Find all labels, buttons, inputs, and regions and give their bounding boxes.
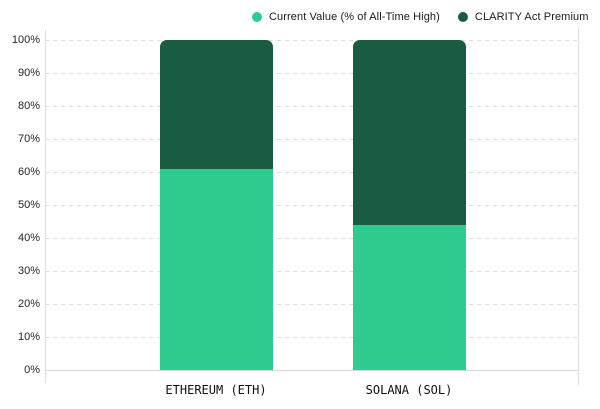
y-axis-line <box>45 30 46 383</box>
bar-segment-solana-sol-clarity-act-premium[interactable] <box>352 40 466 225</box>
y-tick-label: 80% <box>17 100 40 112</box>
gridline <box>45 106 578 107</box>
bar-segment-solana-sol-current-value-of-all-tim[interactable] <box>352 224 466 370</box>
y-tick-label: 20% <box>17 298 40 310</box>
y-tick-label: 70% <box>17 133 40 145</box>
legend-item-clarity-act-premium[interactable]: CLARITY Act Premium <box>457 11 589 23</box>
legend-swatch-icon <box>252 12 262 22</box>
x-axis-baseline <box>45 370 578 371</box>
gridline <box>45 172 578 173</box>
gridline <box>45 73 578 74</box>
legend-label: Current Value (% of All-Time High) <box>269 11 440 23</box>
category-label-ethereum-eth: ETHEREUM (ETH) <box>165 383 267 397</box>
gridline <box>45 271 578 272</box>
bar-segment-ethereum-eth-clarity-act-premium[interactable] <box>159 40 273 169</box>
gridline <box>45 205 578 206</box>
y-tick-label: 30% <box>17 265 40 277</box>
legend-item-current-value-of-all-tim[interactable]: Current Value (% of All-Time High) <box>252 11 440 23</box>
y-tick-label: 10% <box>17 331 40 343</box>
gridline <box>45 238 578 239</box>
legend-swatch-icon <box>457 12 468 22</box>
chart-legend: Current Value (% of All-Time High) CLARIT… <box>252 11 588 23</box>
gridline <box>45 337 578 338</box>
bar-segment-ethereum-eth-current-value-of-all-tim[interactable] <box>159 168 273 370</box>
category-label-solana-sol: SOLANA (SOL) <box>365 383 453 397</box>
legend-label: CLARITY Act Premium <box>474 11 589 23</box>
y-tick-label: 60% <box>17 166 40 178</box>
gridline <box>45 304 578 305</box>
gridline <box>45 40 578 41</box>
y-tick-label: 90% <box>17 67 40 79</box>
plot-right-border <box>578 28 579 385</box>
y-tick-label: 50% <box>17 199 40 211</box>
y-tick-label: 40% <box>17 232 40 244</box>
y-tick-label: 0% <box>24 364 40 376</box>
y-tick-label: 100% <box>11 34 40 46</box>
gridline <box>45 139 578 140</box>
